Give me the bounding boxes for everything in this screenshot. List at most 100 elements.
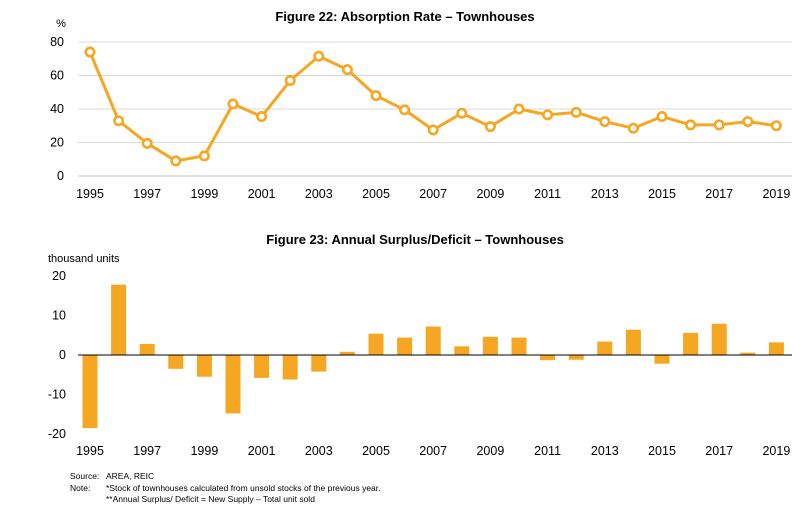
note-line-1: Note: *Stock of townhouses calculated fro…: [70, 483, 381, 495]
absorption-rate-point: [227, 98, 239, 110]
chart2-y-tick-label: 0: [59, 348, 66, 362]
absorption-rate-point: [113, 115, 125, 127]
surplus-deficit-bar: [311, 355, 327, 372]
chart2-y-tick-label: 10: [52, 309, 66, 323]
absorption-rate-point: [370, 90, 382, 102]
chart1-x-tick-label: 1997: [133, 187, 161, 201]
surplus-deficit-bar: [225, 355, 241, 414]
note-line-2: **Annual Surplus/ Deficit = New Supply –…: [70, 494, 381, 506]
source-text: AREA, REIC: [106, 471, 155, 481]
absorption-rate-point: [427, 124, 439, 136]
chart2-y-tick-label: -20: [48, 427, 66, 441]
surplus-deficit-bar: [139, 343, 155, 355]
surplus-deficit-bar: [254, 355, 270, 378]
chart1-x-tick-label: 2005: [362, 187, 390, 201]
chart2-x-tick-label: 1995: [76, 444, 104, 458]
surplus-deficit-bar: [568, 355, 584, 360]
surplus-deficit-bar: [540, 355, 556, 361]
note-text-1: *Stock of townhouses calculated from uns…: [106, 482, 381, 493]
surplus-deficit-chart: Figure 23: Annual Surplus/Deficit – Town…: [48, 232, 792, 458]
chart1-x-tick-labels: 1995 1997 1999 2001 2003 2005 2007 2009 2011 2013…: [76, 187, 790, 201]
surplus-deficit-bar: [196, 355, 212, 377]
surplus-deficit-bar: [768, 342, 784, 355]
chart2-x-tick-label: 2019: [762, 444, 790, 458]
note-text-2: **Annual Surplus/ Deficit = New Supply –…: [106, 494, 315, 504]
chart2-y-tick-label: -10: [48, 388, 66, 402]
chart2-x-tick-label: 1997: [133, 444, 161, 458]
absorption-rate-point: [570, 106, 582, 118]
surplus-deficit-bar: [82, 355, 98, 429]
absorption-rate-line: [88, 51, 777, 163]
surplus-deficit-bar: [168, 355, 184, 369]
chart-notes: Source: AREA, REIC Note: *Stock of townhou…: [70, 471, 381, 506]
chart2-x-tick-label: 2001: [248, 444, 276, 458]
chart1-gridlines: [78, 41, 792, 177]
surplus-deficit-bar: [368, 333, 384, 355]
surplus-deficit-bar: [111, 284, 127, 355]
chart1-x-tick-label: 2001: [248, 187, 276, 201]
chart2-x-tick-labels: 1995 1997 1999 2001 2003 2005 2007 2009 2011 2013…: [76, 444, 790, 458]
absorption-rate-point: [141, 137, 153, 149]
surplus-deficit-bar: [482, 336, 498, 355]
chart1-series: [84, 46, 782, 167]
surplus-deficit-bar: [339, 351, 355, 355]
chart1-x-tick-label: 2015: [648, 187, 676, 201]
absorption-rate-point: [656, 111, 668, 123]
absorption-rate-point: [770, 120, 782, 132]
absorption-rate-point: [84, 46, 96, 58]
chart1-x-tick-label: 2011: [534, 187, 561, 201]
absorption-rate-point: [542, 109, 554, 121]
absorption-rate-point: [313, 50, 325, 62]
chart2-x-tick-label: 2009: [476, 444, 504, 458]
absorption-rate-point: [742, 116, 754, 128]
chart1-y-tick-label: 60: [50, 69, 64, 83]
chart1-x-tick-label: 2017: [705, 187, 733, 201]
surplus-deficit-bar: [711, 323, 727, 355]
chart1-y-tick-label: 0: [57, 169, 64, 183]
absorption-rate-point: [341, 64, 353, 76]
surplus-deficit-bar: [425, 326, 441, 355]
chart2-x-tick-label: 2007: [419, 444, 447, 458]
chart1-y-tick-labels: 0 20 40 60 80: [50, 35, 64, 183]
absorption-rate-point: [599, 116, 611, 128]
chart1-x-tick-label: 2009: [476, 187, 504, 201]
chart2-x-tick-label: 2005: [362, 444, 390, 458]
absorption-rate-point: [256, 111, 268, 123]
absorption-rate-point: [170, 155, 182, 167]
absorption-rate-point: [685, 119, 697, 131]
chart1-x-tick-label: 2019: [762, 187, 790, 201]
absorption-rate-point: [484, 121, 496, 133]
note-label: Note:: [70, 482, 91, 493]
absorption-rate-point: [284, 75, 296, 87]
chart2-unit-label: thousand units: [48, 253, 120, 265]
surplus-deficit-bar: [511, 337, 527, 355]
chart1-y-tick-label: 80: [50, 35, 64, 49]
surplus-deficit-bar: [282, 355, 298, 380]
chart2-x-tick-label: 2017: [705, 444, 733, 458]
chart1-x-tick-label: 2003: [305, 187, 333, 201]
chart2-x-tick-label: 1999: [190, 444, 218, 458]
surplus-deficit-bar: [625, 329, 641, 355]
chart2-x-tick-label: 2015: [648, 444, 676, 458]
absorption-rate-point: [198, 150, 210, 162]
surplus-deficit-bar: [740, 352, 756, 355]
absorption-rate-point: [713, 119, 725, 131]
chart1-unit-label: %: [56, 18, 66, 30]
surplus-deficit-bar: [397, 337, 413, 355]
chart2-x-tick-label: 2003: [305, 444, 333, 458]
absorption-rate-point: [399, 104, 411, 116]
chart1-x-tick-label: 1999: [190, 187, 218, 201]
chart1-title: Figure 22: Absorption Rate – Townhouses: [275, 9, 534, 24]
chart2-y-tick-labels: -20 -10 0 10 20: [48, 269, 66, 441]
chart2-y-tick-label: 20: [52, 269, 66, 283]
surplus-deficit-bar: [654, 355, 670, 364]
absorption-rate-point: [513, 103, 525, 115]
chart1-y-tick-label: 20: [50, 136, 64, 150]
chart2-title: Figure 23: Annual Surplus/Deficit – Town…: [266, 232, 564, 247]
absorption-rate-point: [627, 122, 639, 134]
absorption-rate-point: [456, 107, 468, 119]
source-label: Source:: [70, 471, 100, 481]
surplus-deficit-bar: [454, 346, 470, 355]
absorption-rate-chart: Figure 22: Absorption Rate – Townhouses …: [50, 9, 792, 201]
